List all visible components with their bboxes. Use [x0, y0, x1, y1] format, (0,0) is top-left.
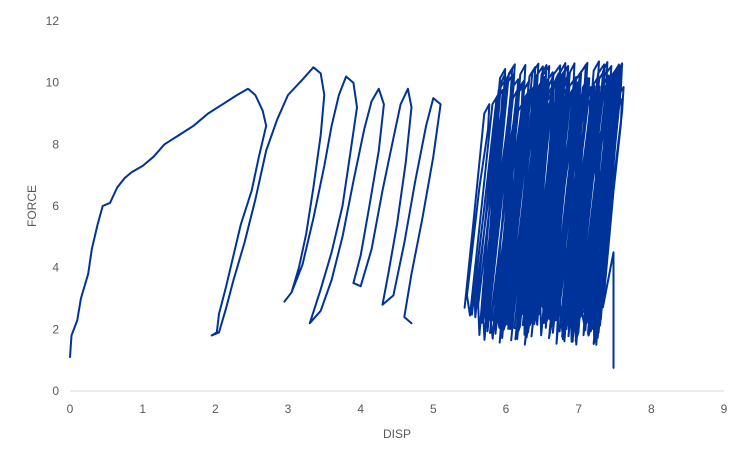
y-axis-title: FORCE — [25, 185, 39, 227]
y-tick-labels: 0 2 4 6 8 10 12 — [46, 14, 60, 398]
x-tick-label: 6 — [503, 402, 510, 416]
x-tick-label: 3 — [285, 402, 292, 416]
series-layer — [69, 60, 625, 369]
x-axis-title: DISP — [383, 427, 411, 441]
x-tick-label: 5 — [430, 402, 437, 416]
y-tick-label: 12 — [46, 14, 60, 28]
y-tick-label: 8 — [52, 137, 59, 151]
x-tick-label: 8 — [648, 402, 655, 416]
x-tick-label: 1 — [139, 402, 146, 416]
x-tick-label: 2 — [212, 402, 219, 416]
x-tick-label: 9 — [721, 402, 728, 416]
x-tick-label: 4 — [357, 402, 364, 416]
x-tick-labels: 0 1 2 3 4 5 6 7 8 9 — [67, 402, 728, 416]
x-tick-label: 0 — [67, 402, 74, 416]
y-tick-label: 10 — [46, 76, 60, 90]
y-tick-label: 6 — [52, 199, 59, 213]
cyclic-band-curve — [463, 60, 625, 369]
y-tick-label: 2 — [52, 322, 59, 336]
x-tick-label: 7 — [575, 402, 582, 416]
y-tick-label: 0 — [52, 384, 59, 398]
y-tick-label: 4 — [52, 261, 59, 275]
hysteresis-curve — [69, 66, 442, 359]
